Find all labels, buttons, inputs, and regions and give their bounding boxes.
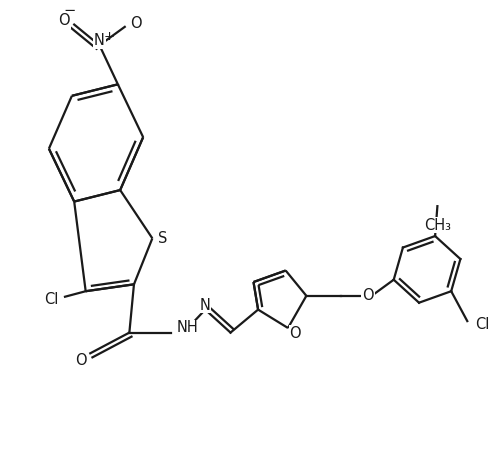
Text: S: S <box>158 231 167 246</box>
Text: Cl: Cl <box>44 292 58 307</box>
Text: O: O <box>75 353 87 368</box>
Text: −: − <box>63 3 76 18</box>
Text: O: O <box>289 326 301 341</box>
Text: O: O <box>362 288 374 303</box>
Text: N: N <box>94 33 105 48</box>
Text: N: N <box>200 298 211 312</box>
Text: CH₃: CH₃ <box>424 218 451 233</box>
Text: O: O <box>58 13 70 28</box>
Text: Cl: Cl <box>476 317 490 332</box>
Text: NH: NH <box>176 320 198 335</box>
Text: +: + <box>104 30 115 42</box>
Text: O: O <box>130 16 142 31</box>
